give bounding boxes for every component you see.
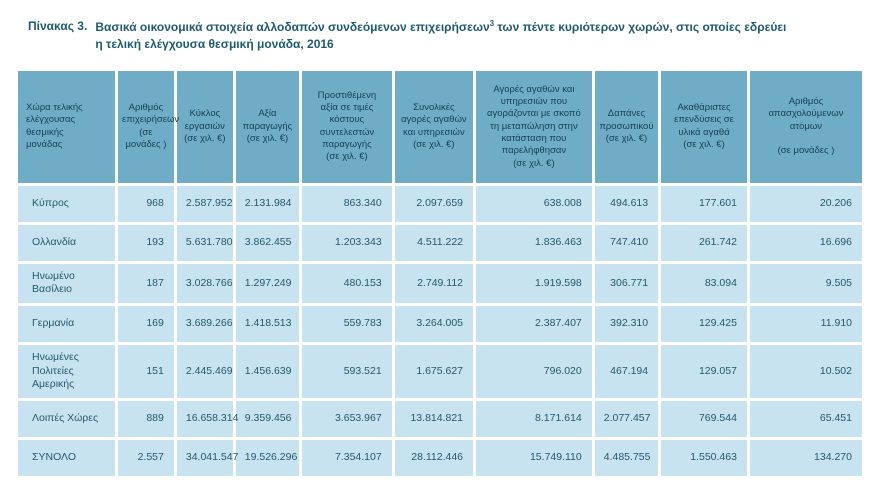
value-cell: 638.008 [476,185,592,222]
value-cell: 15.749.110 [476,439,592,476]
value-cell: 1.203.343 [302,224,392,261]
value-cell: 129.057 [661,345,747,398]
country-cell: Γερμανία [18,306,115,343]
value-cell: 134.270 [749,439,862,476]
value-cell: 968 [117,185,174,222]
value-cell: 392.310 [594,306,659,343]
value-cell: 494.613 [594,185,659,222]
table-body: Κύπρος 968 2.587.952 2.131.984 863.340 2.097.… [18,185,862,476]
value-cell: 16.658.314 [176,400,238,437]
column-header-1: Χώρα τελικής ελέγχουσας θεσμικής μονάδας [18,70,115,183]
value-cell: 5.631.780 [176,224,233,261]
value-cell: 187 [117,263,174,304]
column-header-7: Αγορές αγαθών και υπηρεσιών που αγοράζον… [476,70,592,183]
header-row: Χώρα τελικής ελέγχουσας θεσμικής μονάδας… [18,70,862,183]
table-row: Ηνωμένες Πολιτείες Αμερικής 151 2.445.469 1… [18,345,862,398]
column-header-4: Αξία παραγωγής (σε χιλ. €) [235,70,300,183]
column-header-6: Συνολικές αγορές αγαθών και υπηρεσιών (σ… [394,70,474,183]
caption-part-1: Βασικά οικονομικά στοιχεία αλλοδαπών συν… [95,20,490,34]
value-cell: 1.297.249 [235,263,300,304]
footnote-marker: 3 [489,19,495,28]
value-cell: 261.742 [661,224,747,261]
caption-part-2: των πέντε κυριότερων χωρών, στις οποίες … [494,20,787,34]
value-cell: 747.410 [594,224,659,261]
value-cell: 769.544 [661,400,747,437]
value-cell: 3.862.455 [235,224,300,261]
table-row: Κύπρος 968 2.587.952 2.131.984 863.340 2.097.… [18,185,862,222]
value-cell: 796.020 [476,345,592,398]
table-title: Πίνακας 3. Βασικά οικονομικά στοιχεία αλ… [15,18,865,54]
country-cell: Κύπρος [18,185,115,222]
value-cell: 2.131.984 [235,185,300,222]
country-cell: Ηνωμένες Πολιτείες Αμερικής [18,345,115,398]
value-cell: 193 [117,224,174,261]
country-cell: Ηνωμένο Βασίλειο [18,263,115,304]
value-cell: 2.557 [117,439,174,476]
value-cell: 4.485.755 [594,439,659,476]
statistics-table: Χώρα τελικής ελέγχουσας θεσμικής μονάδας… [15,68,865,479]
caption-line-2: η τελική ελέγχουσα θεσμική μονάδα, 2016 [95,37,334,52]
column-header-2: Αριθμός επιχειρήσεων (σε μονάδες ) [117,70,179,183]
value-cell: 1.919.598 [476,263,592,304]
value-cell: 151 [117,345,174,398]
value-cell: 559.783 [302,306,392,343]
table-row: Λοιπές Χώρες 889 16.658.314 9.359.456 3.653.… [18,400,862,437]
value-cell: 10.502 [749,345,862,398]
table-row-total: ΣΥΝΟΛΟ 2.557 34.041.547 19.526.296 7.354.107… [18,439,862,476]
value-cell: 1.550.463 [661,439,747,476]
column-header-9: Ακαθάριστες επενδύσεις σε υλικά αγαθά (σ… [661,70,747,183]
table-caption: Βασικά οικονομικά στοιχεία αλλοδαπών συν… [95,18,786,54]
value-cell: 3.689.266 [176,306,233,343]
column-header-5: Προστιθέμενη αξία σε τιμές κόστους συντε… [302,70,392,183]
table-row: Γερμανία 169 3.689.266 1.418.513 559.783 3.26… [18,306,862,343]
value-cell: 19.526.296 [235,439,300,476]
value-cell: 306.771 [594,263,659,304]
country-cell: Ολλανδία [18,224,115,261]
value-cell: 129.425 [661,306,747,343]
value-cell: 2.445.469 [176,345,233,398]
country-cell: Λοιπές Χώρες [18,400,115,437]
value-cell: 480.153 [302,263,392,304]
value-cell: 863.340 [302,185,392,222]
value-cell: 8.171.614 [476,400,592,437]
value-cell: 4.511.222 [394,224,474,261]
value-cell: 9.505 [749,263,862,304]
value-cell: 1.456.639 [235,345,300,398]
value-cell: 467.194 [594,345,659,398]
value-cell: 83.094 [661,263,747,304]
value-cell: 2.749.112 [394,263,474,304]
value-cell: 1.418.513 [235,306,300,343]
value-cell: 28.112.446 [394,439,474,476]
value-cell: 13.814.821 [394,400,474,437]
value-cell: 3.028.766 [176,263,233,304]
value-cell: 2.077.457 [594,400,659,437]
value-cell: 593.521 [302,345,392,398]
value-cell: 9.359.456 [235,400,300,437]
column-header-8: Δαπάνες προσωπικού (σε χιλ. €) [594,70,659,183]
value-cell: 1.836.463 [476,224,592,261]
value-cell: 3.264.005 [394,306,474,343]
value-cell: 2.097.659 [394,185,474,222]
value-cell: 1.675.627 [394,345,474,398]
value-cell: 65.451 [749,400,862,437]
country-cell: ΣΥΝΟΛΟ [18,439,115,476]
value-cell: 3.653.967 [302,400,392,437]
value-cell: 20.206 [749,185,862,222]
table-number: Πίνακας 3. [28,19,88,33]
value-cell: 7.354.107 [302,439,392,476]
column-header-10: Αριθμός απασχολούμενων ατόμων (σε μονάδε… [749,70,862,183]
value-cell: 177.601 [661,185,747,222]
value-cell: 16.696 [749,224,862,261]
table-row: Ολλανδία 193 5.631.780 3.862.455 1.203.343 4.… [18,224,862,261]
value-cell: 2.587.952 [176,185,233,222]
table-row: Ηνωμένο Βασίλειο 187 3.028.766 1.297.249 480… [18,263,862,304]
value-cell: 34.041.547 [176,439,238,476]
document-page: Πίνακας 3. Βασικά οικονομικά στοιχεία αλ… [15,18,865,479]
value-cell: 169 [117,306,174,343]
value-cell: 889 [117,400,174,437]
table-header: Χώρα τελικής ελέγχουσας θεσμικής μονάδας… [18,70,862,183]
column-header-3: Κύκλος εργασιών (σε χιλ. €) [176,70,233,183]
value-cell: 2.387.407 [476,306,592,343]
value-cell: 11.910 [749,306,862,343]
